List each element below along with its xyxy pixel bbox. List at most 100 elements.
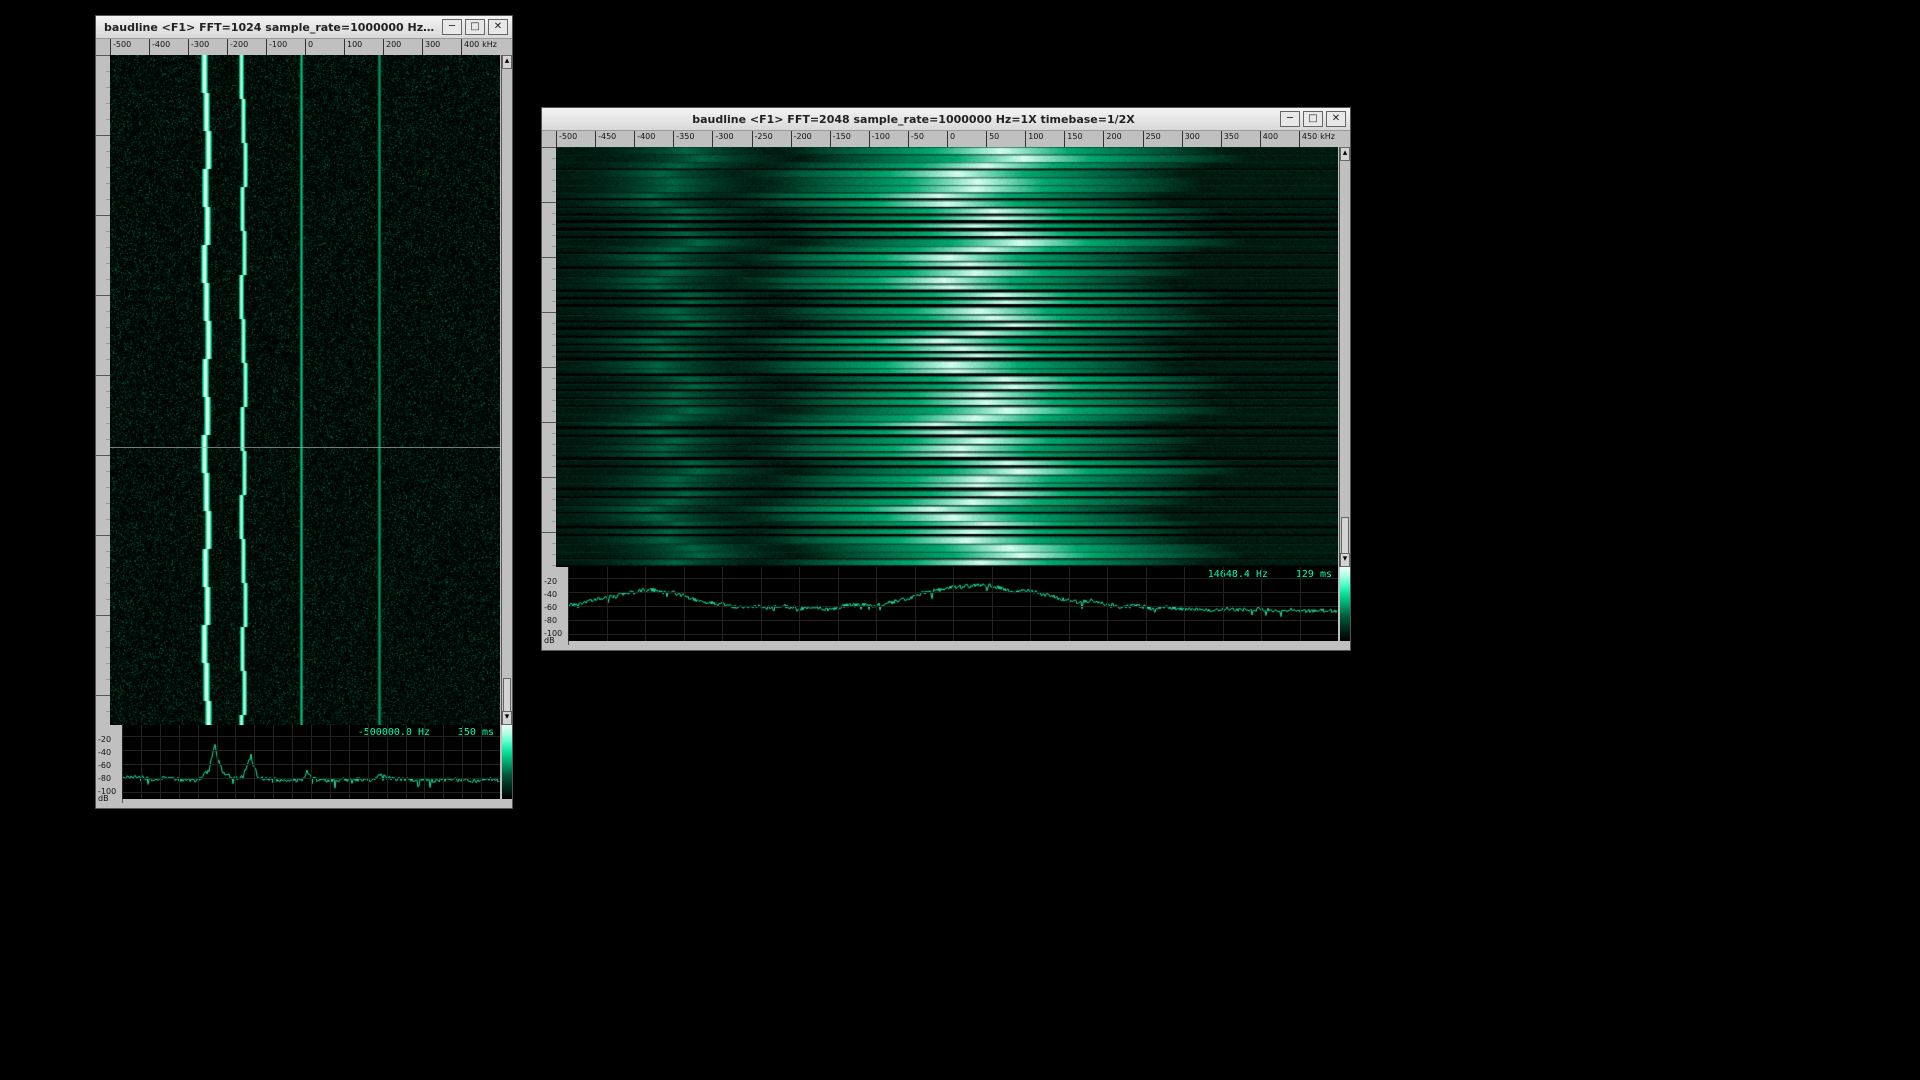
freq-tick: 100	[1025, 131, 1026, 147]
spectrum-grid	[568, 578, 1338, 579]
spectrum-grid	[122, 778, 500, 779]
freq-tick: -400	[149, 39, 150, 55]
time-tick	[542, 147, 556, 148]
db-tick: -60	[98, 761, 111, 770]
freq-tick: 250	[1143, 131, 1144, 147]
db-tick: -100	[544, 629, 562, 638]
freq-tick: 200	[1103, 131, 1104, 147]
maximize-button[interactable]: □	[465, 19, 485, 35]
intensity-colorbar	[1340, 567, 1350, 641]
freq-tick: 150	[1064, 131, 1065, 147]
freq-tick: -200	[791, 131, 792, 147]
spectrum-grid	[568, 606, 1338, 607]
freq-tick: 100	[344, 39, 345, 55]
freq-tick: -100	[266, 39, 267, 55]
db-tick: -100	[98, 787, 116, 796]
spectrum-display[interactable]: 14648.4 Hz 129 ms	[568, 567, 1338, 641]
time-tick	[96, 215, 110, 216]
time-tick	[542, 312, 556, 313]
time-tick	[542, 477, 556, 478]
spectrum-grid	[122, 750, 500, 751]
titlebar-right[interactable]: baudline <F1> FFT=2048 sample_rate=10000…	[542, 108, 1350, 131]
freq-tick: 0	[305, 39, 306, 55]
close-button[interactable]: ✕	[488, 19, 508, 35]
spectrum-grid	[122, 764, 500, 765]
db-tick: -20	[544, 577, 557, 586]
freq-tick: 300	[1182, 131, 1183, 147]
frequency-ruler[interactable]: kHz -500 -400 -300 -200 -100 0 100 200 300 400	[110, 39, 500, 56]
freq-tick: 200	[383, 39, 384, 55]
time-tick	[542, 422, 556, 423]
spectrogram-canvas	[110, 55, 500, 725]
close-button[interactable]: ✕	[1326, 111, 1346, 127]
spectrogram-canvas	[556, 147, 1338, 567]
intensity-colorbar	[502, 725, 512, 799]
time-tick	[542, 202, 556, 203]
freq-unit-label: kHz	[1320, 132, 1335, 141]
time-tick	[542, 257, 556, 258]
baudline-window-right[interactable]: baudline <F1> FFT=2048 sample_rate=10000…	[541, 107, 1351, 651]
freq-tick: -350	[673, 131, 674, 147]
spectrum-grid	[122, 736, 500, 737]
freq-tick: -100	[869, 131, 870, 147]
freq-tick: 400	[461, 39, 462, 55]
freq-tick: -400	[634, 131, 635, 147]
time-crosshair	[110, 447, 500, 448]
minimize-button[interactable]: ─	[442, 19, 462, 35]
freq-tick: 300	[422, 39, 423, 55]
freq-tick: -300	[188, 39, 189, 55]
db-tick: -60	[544, 603, 557, 612]
freq-tick: -500	[110, 39, 111, 55]
baudline-window-left[interactable]: baudline <F1> FFT=1024 sample_rate=10000…	[95, 15, 513, 809]
maximize-button[interactable]: □	[1303, 111, 1323, 127]
freq-tick: -150	[830, 131, 831, 147]
freq-tick: -200	[227, 39, 228, 55]
spectrogram-display[interactable]	[556, 147, 1338, 567]
frequency-ruler[interactable]: kHz -50 0 -450 -400 -350 -300 -250 -200 -150 -100…	[556, 131, 1338, 148]
title-text-left: baudline <F1> FFT=1024 sample_rate=10000…	[104, 21, 439, 34]
freq-tick: -250	[752, 131, 753, 147]
db-ruler: dB -20-40-60-80-100	[96, 725, 123, 803]
time-tick	[96, 55, 110, 56]
freq-tick: 400	[1260, 131, 1261, 147]
db-tick: -80	[98, 774, 111, 783]
freq-tick: -450	[595, 131, 596, 147]
title-text-right: baudline <F1> FFT=2048 sample_rate=10000…	[550, 113, 1277, 126]
time-tick	[96, 295, 110, 296]
time-tick	[542, 532, 556, 533]
client-area-right: kHz -50 0 -450 -400 -350 -300 -250 -200 -150 -100…	[542, 131, 1350, 650]
db-tick: -80	[544, 616, 557, 625]
scroll-up-button[interactable]: ▴	[1340, 147, 1350, 161]
spectrum-grid	[568, 592, 1338, 593]
freq-tick: 50	[986, 131, 987, 147]
minimize-button[interactable]: ─	[1280, 111, 1300, 127]
time-tick	[96, 375, 110, 376]
db-tick: -40	[98, 748, 111, 757]
freq-tick: -50	[908, 131, 909, 147]
vertical-scrollbar[interactable]: ▴ ▾	[1339, 147, 1350, 567]
freq-unit-label: kHz	[482, 40, 497, 49]
db-tick: -20	[98, 735, 111, 744]
titlebar-left[interactable]: baudline <F1> FFT=1024 sample_rate=10000…	[96, 16, 512, 39]
time-tick	[96, 615, 110, 616]
vertical-scrollbar[interactable]: ▴ ▾	[501, 55, 512, 725]
scroll-down-button[interactable]: ▾	[502, 711, 512, 725]
time-tick	[542, 367, 556, 368]
spectrum-display[interactable]: -500000.0 Hz 350 ms	[122, 725, 500, 799]
db-tick: -40	[544, 590, 557, 599]
time-tick	[96, 455, 110, 456]
freq-tick: -300	[712, 131, 713, 147]
spectrum-grid	[568, 634, 1338, 635]
freq-tick: 450	[1299, 131, 1300, 147]
spectrum-grid	[568, 620, 1338, 621]
time-ruler[interactable]	[96, 55, 111, 725]
time-tick	[96, 135, 110, 136]
freq-tick: 0	[947, 131, 948, 147]
scroll-down-button[interactable]: ▾	[1340, 553, 1350, 567]
scroll-up-button[interactable]: ▴	[502, 55, 512, 69]
client-area-left: kHz -500 -400 -300 -200 -100 0 100 200 300 400 ▴ …	[96, 39, 512, 808]
freq-tick: 350	[1221, 131, 1222, 147]
spectrogram-display[interactable]	[110, 55, 500, 725]
time-ruler[interactable]	[542, 147, 557, 567]
scroll-thumb[interactable]	[503, 678, 511, 714]
